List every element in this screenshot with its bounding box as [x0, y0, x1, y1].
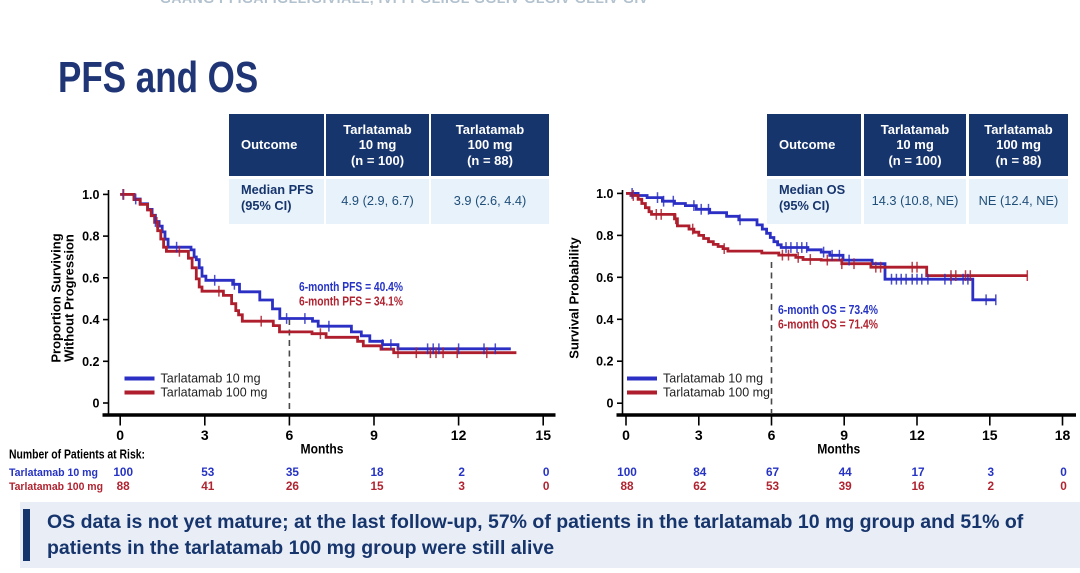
- svg-text:Tarlatamab 10 mg: Tarlatamab 10 mg: [9, 467, 98, 479]
- svg-text:3: 3: [201, 427, 209, 443]
- svg-text:17: 17: [911, 465, 925, 479]
- svg-text:Tarlatamab 10 mg: Tarlatamab 10 mg: [161, 372, 261, 386]
- svg-text:Number of Patients at Risk:: Number of Patients at Risk:: [9, 448, 145, 462]
- svg-text:0: 0: [543, 465, 550, 479]
- svg-text:0.4: 0.4: [596, 313, 613, 327]
- svg-text:Tarlatamab 100 mg: Tarlatamab 100 mg: [9, 481, 103, 493]
- svg-text:0.2: 0.2: [596, 355, 613, 369]
- svg-text:1.0: 1.0: [596, 187, 613, 201]
- svg-text:53: 53: [201, 465, 215, 479]
- svg-text:35: 35: [286, 465, 300, 479]
- svg-text:6: 6: [768, 427, 776, 443]
- svg-text:0.4: 0.4: [82, 313, 99, 327]
- svg-text:Months: Months: [301, 442, 344, 457]
- svg-text:44: 44: [839, 465, 853, 479]
- svg-text:41: 41: [201, 479, 215, 493]
- svg-text:18: 18: [1055, 427, 1071, 443]
- svg-text:0: 0: [607, 397, 614, 411]
- svg-text:Tarlatamab 100 mg: Tarlatamab 100 mg: [663, 386, 770, 400]
- svg-text:18: 18: [370, 465, 384, 479]
- svg-text:0.6: 0.6: [596, 271, 613, 285]
- svg-text:3: 3: [695, 427, 703, 443]
- svg-text:84: 84: [693, 465, 707, 479]
- svg-text:0: 0: [1060, 465, 1067, 479]
- svg-text:1.0: 1.0: [82, 188, 99, 202]
- svg-text:Tarlatamab 10 mg: Tarlatamab 10 mg: [663, 372, 763, 386]
- svg-text:0: 0: [622, 427, 630, 443]
- svg-text:0.8: 0.8: [82, 230, 99, 244]
- svg-text:15: 15: [535, 427, 551, 443]
- svg-text:62: 62: [693, 479, 707, 493]
- svg-text:88: 88: [117, 479, 131, 493]
- svg-text:Proportion Surviving: Proportion Surviving: [49, 233, 64, 362]
- svg-text:6-month OS = 73.4%: 6-month OS = 73.4%: [778, 303, 878, 317]
- svg-text:16: 16: [911, 479, 925, 493]
- svg-text:39: 39: [839, 479, 853, 493]
- svg-text:6: 6: [286, 427, 294, 443]
- svg-text:67: 67: [766, 465, 780, 479]
- svg-text:6-month OS = 71.4%: 6-month OS = 71.4%: [778, 318, 878, 332]
- svg-text:2: 2: [988, 479, 995, 493]
- svg-text:6-month PFS = 34.1%: 6-month PFS = 34.1%: [299, 295, 403, 309]
- svg-text:9: 9: [840, 427, 848, 443]
- svg-text:0.6: 0.6: [82, 271, 99, 285]
- svg-text:6-month PFS = 40.4%: 6-month PFS = 40.4%: [299, 280, 403, 294]
- svg-text:100: 100: [617, 465, 637, 479]
- svg-text:53: 53: [766, 479, 780, 493]
- svg-text:0: 0: [93, 397, 100, 411]
- svg-text:3: 3: [988, 465, 995, 479]
- svg-text:Months: Months: [817, 442, 860, 457]
- svg-text:88: 88: [620, 479, 634, 493]
- svg-text:3: 3: [458, 479, 465, 493]
- svg-text:12: 12: [451, 427, 467, 443]
- svg-text:100: 100: [113, 465, 133, 479]
- svg-text:Survival Probability: Survival Probability: [567, 237, 582, 359]
- svg-text:15: 15: [982, 427, 998, 443]
- svg-text:0: 0: [1060, 479, 1067, 493]
- svg-text:12: 12: [909, 427, 925, 443]
- svg-text:0.8: 0.8: [596, 229, 613, 243]
- svg-text:0: 0: [116, 427, 124, 443]
- svg-text:0: 0: [543, 479, 550, 493]
- svg-text:Without Progression: Without Progression: [62, 234, 77, 362]
- svg-text:26: 26: [286, 479, 300, 493]
- svg-text:Tarlatamab 100 mg: Tarlatamab 100 mg: [161, 386, 268, 400]
- svg-text:2: 2: [458, 465, 465, 479]
- svg-text:9: 9: [370, 427, 378, 443]
- svg-text:15: 15: [370, 479, 384, 493]
- svg-text:0.2: 0.2: [82, 355, 99, 369]
